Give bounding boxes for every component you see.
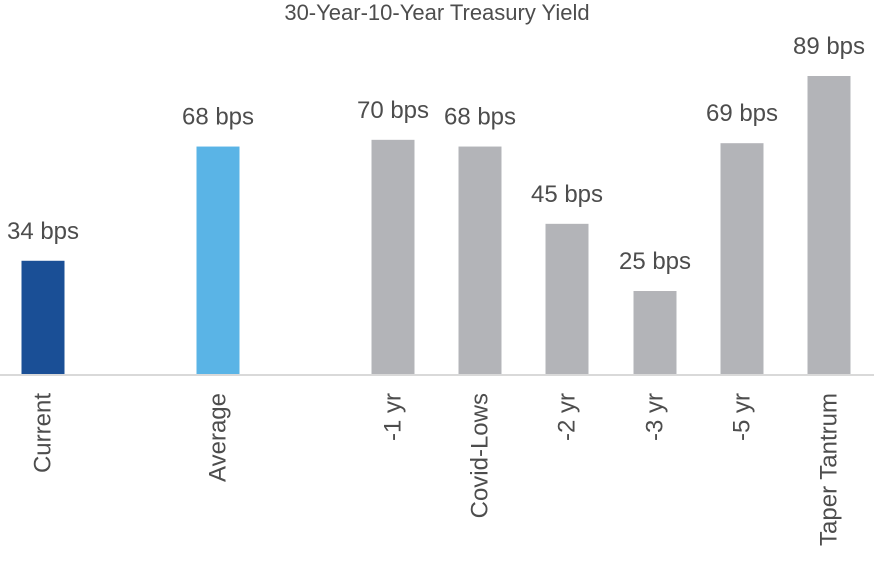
bar-3-yr (633, 291, 677, 375)
data-label-2-yr: 45 bps (531, 181, 603, 208)
bar-taper-tantrum (807, 76, 851, 375)
data-label-average: 68 bps (182, 104, 254, 131)
data-label-covid-lows: 68 bps (444, 104, 516, 131)
bars-group (21, 76, 851, 375)
data-label-5-yr: 69 bps (706, 100, 778, 127)
bar-covid-lows (458, 146, 502, 375)
data-label-3-yr: 25 bps (619, 248, 691, 275)
chart-title: 30-Year-10-Year Treasury Yield (284, 0, 589, 25)
x-tick-labels-group: Current Average -1 yr Covid-Lows -2 yr -3 yr -… (30, 393, 843, 546)
x-tick-label-average: Average (205, 393, 232, 482)
x-tick-label-3-yr: -3 yr (642, 393, 669, 441)
data-label-current: 34 bps (7, 218, 79, 245)
x-tick-label-5-yr: -5 yr (729, 393, 756, 441)
bar-1-yr (371, 139, 415, 375)
x-tick-label-current: Current (30, 393, 57, 473)
data-labels-group: 34 bps 68 bps 70 bps 68 bps 45 bps 25 bps 69 b… (7, 33, 865, 275)
x-tick-label-taper-tantrum: Taper Tantrum (816, 393, 843, 546)
bar-2-yr (545, 223, 589, 375)
bar-current (21, 260, 65, 375)
data-label-1-yr: 70 bps (357, 97, 429, 124)
x-tick-label-covid-lows: Covid-Lows (467, 393, 494, 518)
x-tick-label-2-yr: -2 yr (554, 393, 581, 441)
data-label-taper-tantrum: 89 bps (793, 33, 865, 60)
bar-average (196, 146, 240, 375)
x-tick-label-1-yr: -1 yr (380, 393, 407, 441)
bar-5-yr (720, 143, 764, 375)
